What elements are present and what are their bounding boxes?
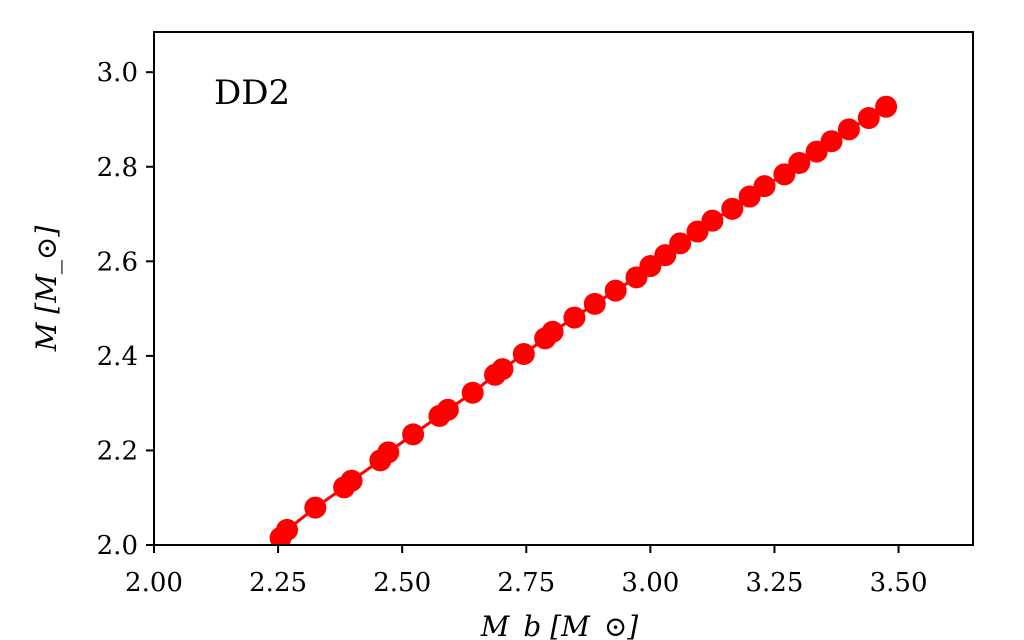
data-point <box>541 320 564 343</box>
y-tick-label: 2.4 <box>97 342 138 372</box>
data-point <box>563 306 586 329</box>
plot-frame <box>153 31 974 546</box>
data-point <box>875 95 898 118</box>
x-tick-label: 2.25 <box>249 568 307 598</box>
axes: 2.00 2.25 2.50 2.75 3.00 3.25 3.50 2.0 2.2 2.4 2.6… <box>97 58 928 598</box>
data-point <box>402 423 425 446</box>
data-point <box>583 292 606 315</box>
data-point <box>721 197 744 220</box>
x-tick-label: 3.00 <box>621 568 679 598</box>
y-tick-label: 2.2 <box>97 436 138 466</box>
data-point <box>304 496 327 519</box>
y-tick-label: 2.6 <box>97 247 138 277</box>
eos-annotation: DD2 <box>214 73 290 113</box>
y-axis-label: M [M_⊙] <box>30 226 63 353</box>
data-point <box>491 358 514 381</box>
data-point <box>377 441 400 464</box>
data-point <box>654 244 677 267</box>
y-tick-label: 2.8 <box>97 153 138 183</box>
data-point <box>276 518 299 541</box>
data-point <box>512 342 535 365</box>
y-tick-label: 3.0 <box>97 58 138 88</box>
x-axis-label: M_b [M_⊙] <box>480 610 639 640</box>
data-point <box>701 209 724 232</box>
data-point <box>604 279 627 302</box>
data-point <box>436 398 459 421</box>
y-tick-label: 2.0 <box>97 531 138 561</box>
x-tick-label: 3.25 <box>746 568 804 598</box>
data-point <box>788 151 811 174</box>
data-point <box>669 232 692 255</box>
plot-marks <box>269 95 898 545</box>
data-point <box>837 118 860 141</box>
x-tick-label: 2.75 <box>497 568 555 598</box>
data-point <box>857 107 880 130</box>
data-point <box>753 175 776 198</box>
data-point <box>820 130 843 153</box>
data-point <box>461 381 484 404</box>
data-point <box>773 163 796 186</box>
data-point <box>340 469 363 492</box>
x-tick-label: 2.50 <box>373 568 431 598</box>
x-tick-label: 3.50 <box>870 568 928 598</box>
x-tick-label: 2.00 <box>125 568 183 598</box>
